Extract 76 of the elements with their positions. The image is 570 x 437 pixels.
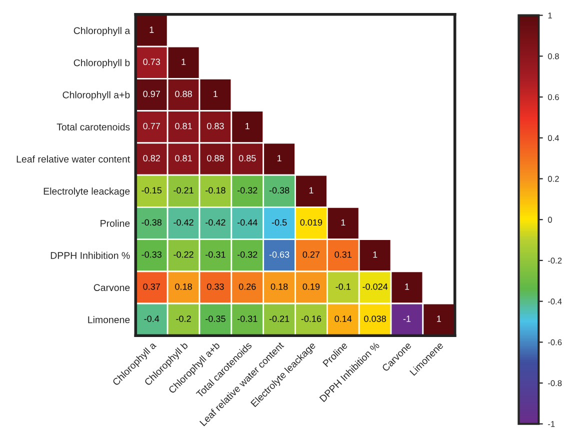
- data-label: 1: [373, 251, 378, 258]
- data-label: 1: [182, 58, 186, 65]
- data-label: 1: [437, 316, 441, 322]
- data-label: 0.18: [270, 283, 288, 290]
- data-label: -0.38: [269, 187, 290, 194]
- data-label: 1: [277, 155, 282, 162]
- data-label: 1: [405, 284, 410, 290]
- color-bar-label: -0.6: [548, 339, 562, 346]
- data-label: 0.97: [143, 90, 160, 98]
- data-label: 0.27: [302, 251, 320, 258]
- data-label: 0.73: [143, 58, 160, 66]
- data-label: -0.33: [142, 251, 162, 258]
- color-bar-label: -0.8: [548, 380, 562, 386]
- data-label: 0.81: [175, 154, 192, 162]
- data-label: 1: [214, 90, 218, 98]
- y-tick-label: Carvone: [94, 284, 130, 292]
- y-tick-label: Leaf relative water content: [16, 155, 130, 163]
- data-label: 1: [246, 122, 250, 130]
- data-label: 0.19: [302, 283, 320, 290]
- data-label: -0.63: [269, 251, 290, 258]
- data-label: -0.21: [269, 316, 290, 322]
- data-label: 0.88: [175, 90, 192, 98]
- data-label: 0.77: [143, 122, 160, 130]
- data-label: 0.26: [238, 283, 256, 290]
- data-label: 0.33: [207, 283, 224, 290]
- data-label: -0.44: [237, 219, 258, 226]
- data-label: -0.1: [336, 283, 350, 290]
- data-label: -0.18: [206, 187, 226, 194]
- y-tick-label: Proline: [100, 220, 130, 227]
- data-label: 0.31: [334, 251, 352, 258]
- data-label: -0.42: [174, 219, 194, 226]
- data-label: 0.37: [143, 283, 160, 290]
- data-label: -1: [403, 316, 411, 322]
- data-label: 0.18: [175, 283, 192, 290]
- color-bar-label: 0.2: [548, 176, 559, 182]
- data-label: 1: [341, 219, 346, 226]
- data-label: -0.16: [301, 316, 322, 322]
- data-label: 1: [150, 26, 154, 33]
- y-tick-label: Limonene: [88, 316, 130, 324]
- color-bar-label: -1: [548, 421, 555, 427]
- color-bar-label: 0.6: [548, 94, 559, 100]
- data-label: 0.82: [143, 154, 160, 162]
- data-label: -0.15: [142, 187, 162, 194]
- y-tick-label: Chlorophyll a+b: [62, 91, 130, 100]
- data-label: -0.024: [362, 283, 388, 290]
- color-bar-label: 0.4: [548, 135, 560, 141]
- color-bar-label: -0.2: [548, 258, 562, 264]
- data-label: 0.038: [364, 316, 386, 322]
- y-tick-label: DPPH Inhibition %: [50, 252, 130, 259]
- y-tick-label: Electrolyte leackage: [44, 188, 130, 197]
- data-label: -0.35: [206, 316, 226, 322]
- color-bar-label: 0: [548, 216, 552, 223]
- color-bar-label: 1: [548, 12, 552, 18]
- data-label: -0.4: [144, 316, 160, 322]
- data-label: 0.88: [207, 154, 224, 162]
- data-label: -0.32: [237, 251, 258, 258]
- data-label: -0.31: [206, 251, 226, 258]
- data-label: 0.81: [175, 122, 192, 130]
- data-label: -0.2: [176, 316, 191, 322]
- y-tick-label: Chlorophyll b: [74, 59, 130, 68]
- data-label: 0.14: [334, 316, 352, 322]
- color-bar-label: 0.8: [548, 53, 559, 60]
- data-label: 0.83: [207, 122, 224, 130]
- data-label: -0.38: [142, 219, 162, 226]
- data-label: -0.5: [272, 219, 287, 226]
- data-label: -0.42: [206, 219, 226, 226]
- color-bar-label: -0.4: [548, 298, 562, 304]
- data-label: -0.21: [174, 187, 194, 194]
- data-label: -0.32: [237, 187, 258, 194]
- y-tick-label: Total carotenoids: [56, 123, 130, 130]
- data-label: 0.019: [300, 219, 322, 226]
- y-tick-label: Chlorophyll a: [74, 26, 130, 36]
- data-label: -0.22: [174, 251, 194, 258]
- data-label: -0.31: [237, 316, 258, 322]
- data-label: 1: [309, 187, 314, 194]
- data-label: 0.85: [238, 154, 256, 162]
